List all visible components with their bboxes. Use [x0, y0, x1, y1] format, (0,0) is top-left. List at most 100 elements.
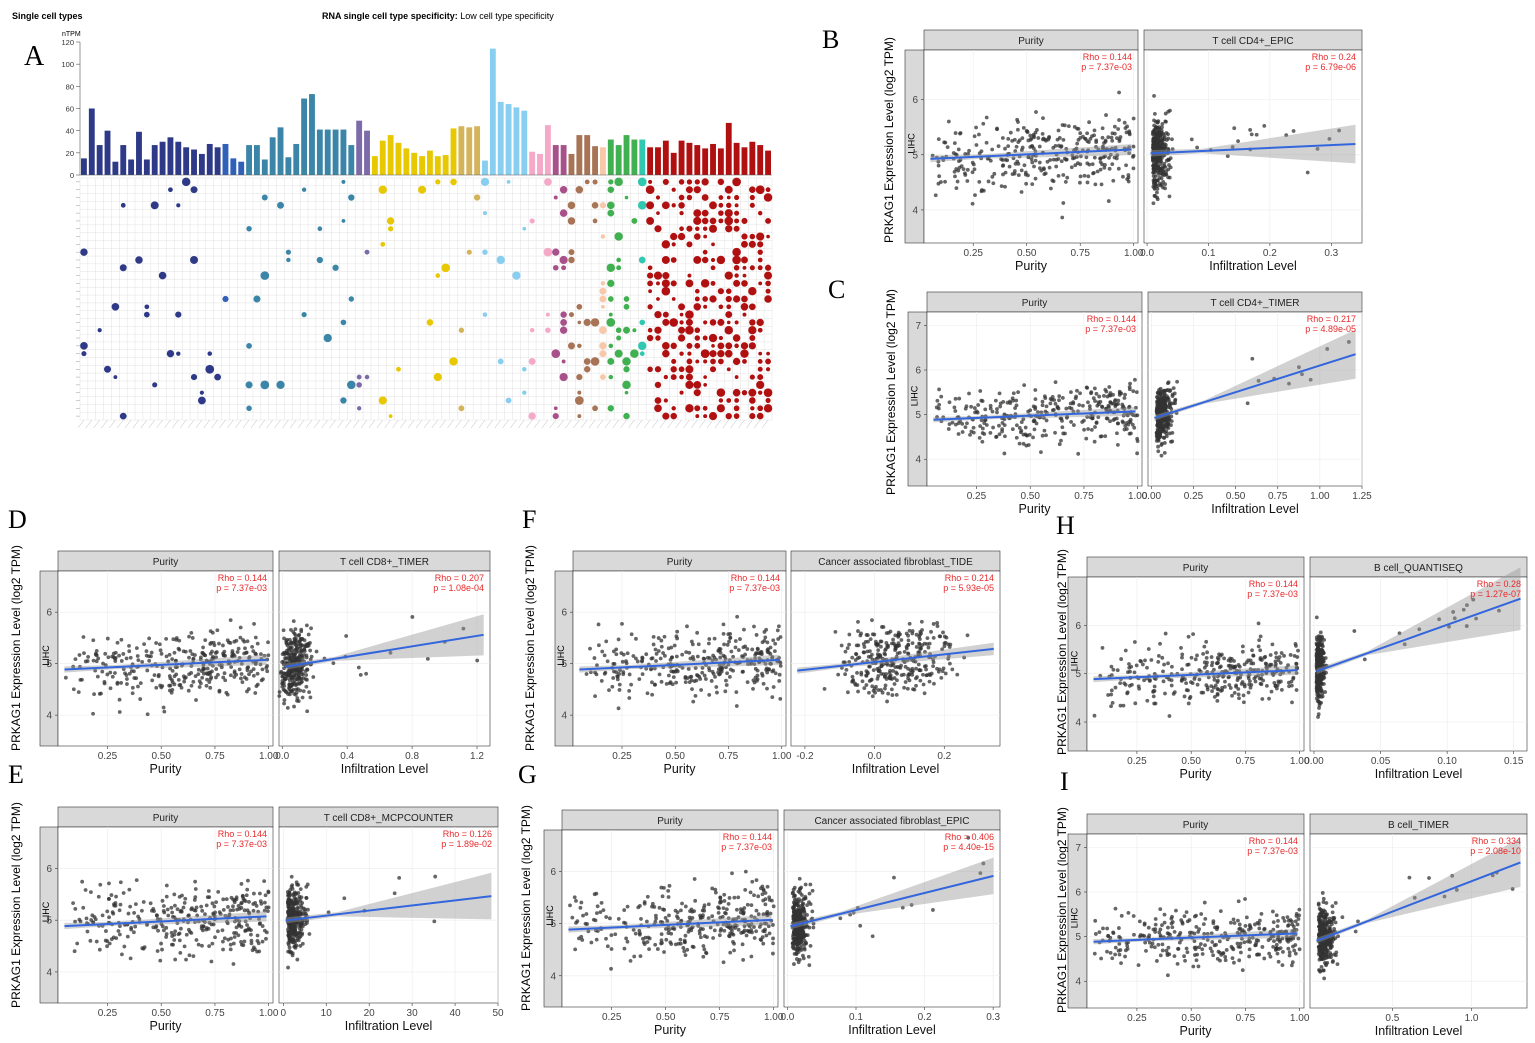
- scatter-point: [713, 890, 718, 895]
- scatter-point: [627, 672, 632, 677]
- panel-a-dot: [623, 296, 630, 302]
- scatter-point: [286, 949, 291, 954]
- panel-a-dot: [711, 242, 715, 247]
- panel-a-bar: [639, 139, 646, 175]
- scatter-point: [1067, 405, 1072, 410]
- scatter-point: [204, 926, 209, 930]
- scatter-point: [1162, 161, 1167, 166]
- y-tick-label: 6: [561, 608, 567, 619]
- panel-a-dot: [512, 271, 521, 280]
- scatter-point: [741, 645, 746, 650]
- scatter-point: [189, 664, 194, 668]
- scatter-point: [307, 690, 311, 695]
- panel-a-bar: [293, 143, 300, 175]
- y-tick-label: 6: [915, 366, 921, 377]
- panel-a-dot: [703, 359, 708, 364]
- scatter-point: [765, 909, 770, 914]
- scatter-point: [220, 939, 225, 944]
- scatter-point: [1155, 411, 1160, 416]
- rho-annotation: Rho = 0.144: [731, 573, 780, 583]
- scatter-point: [1077, 403, 1082, 407]
- scatter-point: [1060, 396, 1065, 400]
- panel-a-dot: [757, 366, 763, 372]
- panel-a-dot: [694, 233, 701, 240]
- p-annotation: p = 7.37e-03: [1081, 62, 1132, 72]
- scatter-point: [287, 686, 291, 690]
- panel-a-col-tick: [85, 419, 92, 429]
- scatter-point: [654, 651, 659, 656]
- scatter-point: [698, 935, 703, 940]
- scatter-point: [754, 929, 759, 934]
- lihc-label: LIHC: [556, 645, 566, 666]
- scatter-point: [1082, 427, 1086, 432]
- panel-a-dot: [568, 312, 574, 318]
- scatter-point: [264, 665, 269, 670]
- panel-a-dot: [654, 397, 662, 404]
- confidence-band: [64, 911, 267, 930]
- scatter-point: [296, 681, 301, 686]
- scatter-point: [596, 622, 601, 627]
- panel-a-dot: [734, 343, 739, 349]
- scatter-point: [207, 680, 212, 685]
- scatter-point: [1287, 381, 1291, 386]
- scatter-point: [969, 429, 974, 434]
- panel-a-dot: [686, 194, 693, 201]
- x-tick-label: 1.2: [470, 751, 484, 762]
- scatter-point: [895, 644, 900, 648]
- scatter-point: [83, 888, 88, 892]
- scatter-point: [977, 151, 982, 156]
- scatter-point: [1071, 401, 1076, 406]
- scatter-point: [1155, 400, 1159, 405]
- panel-a-dot: [260, 380, 270, 390]
- panel-a-col-tick: [376, 419, 383, 429]
- x-tick-label: 0.2: [918, 1012, 932, 1023]
- scatter-point: [83, 659, 88, 664]
- scatter-point: [1048, 186, 1053, 191]
- scatter-point: [288, 646, 293, 651]
- scatter-point: [1155, 190, 1159, 195]
- scatter-point: [113, 650, 118, 655]
- panel-a-dot: [80, 342, 88, 350]
- scatter-point: [663, 653, 667, 658]
- scatter-point: [1166, 157, 1171, 162]
- panel-a-dot: [711, 344, 715, 348]
- scatter-point: [671, 675, 676, 680]
- scatter-point: [1026, 138, 1031, 143]
- panel-a-dot: [433, 373, 442, 382]
- scatter-point: [1157, 387, 1161, 392]
- panel-a-dot: [364, 374, 370, 380]
- scatter-point: [676, 916, 680, 921]
- scatter-point: [1130, 422, 1135, 427]
- scatter-point: [941, 630, 945, 635]
- panel-a-dot: [560, 311, 567, 318]
- panel-a-dot: [190, 373, 198, 381]
- scatter-point: [125, 934, 130, 939]
- panel-a-dot: [607, 296, 614, 302]
- scatter-point: [285, 643, 290, 648]
- y-tick-label: 7: [915, 321, 921, 332]
- scatter-point: [229, 665, 234, 669]
- y-axis-label: PRKAG1 Expression Level (log2 TPM): [9, 545, 23, 751]
- scatter-point: [257, 916, 261, 921]
- scatter-point: [237, 919, 242, 924]
- scatter-point: [614, 670, 619, 675]
- p-annotation: p = 4.89e-05: [1305, 324, 1356, 334]
- scatter-point: [664, 927, 668, 931]
- scatter-point: [879, 644, 883, 649]
- scatter-point: [845, 646, 850, 651]
- scatter-point: [210, 649, 214, 654]
- scatter-point: [72, 949, 77, 954]
- panel-a-dot: [623, 326, 630, 334]
- scatter-point: [205, 666, 210, 671]
- panel-a-dot: [678, 179, 685, 185]
- scatter-point: [120, 952, 124, 957]
- scatter-point: [134, 646, 139, 651]
- scatter-point: [1045, 159, 1050, 164]
- scatter-point: [687, 650, 692, 655]
- panel-a-col-tick: [109, 419, 116, 429]
- scatter-point: [93, 917, 98, 922]
- scatter-point: [936, 163, 941, 168]
- panel-a-dot: [734, 320, 739, 325]
- scatter-point: [573, 947, 578, 952]
- scatter-point: [297, 677, 302, 681]
